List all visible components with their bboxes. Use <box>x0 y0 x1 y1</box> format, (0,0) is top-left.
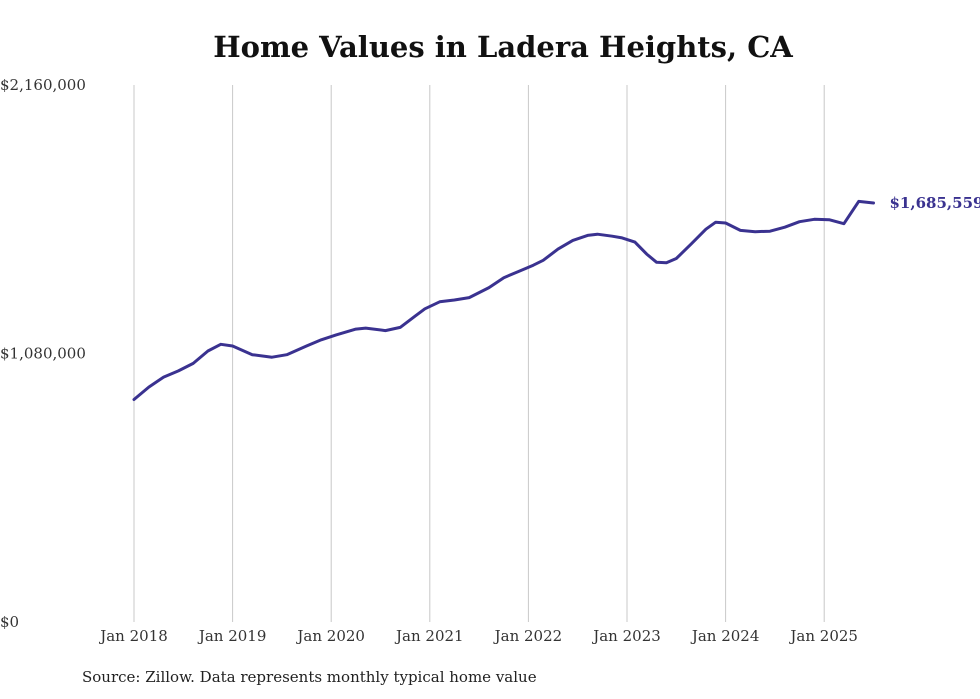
chart-title: Home Values in Ladera Heights, CA <box>213 30 793 64</box>
x-tick-label: Jan 2023 <box>591 627 661 645</box>
x-tick-label: Jan 2020 <box>295 627 365 645</box>
x-tick-label: Jan 2021 <box>394 627 464 645</box>
source-note: Source: Zillow. Data represents monthly … <box>82 668 537 686</box>
series-layer: $1,685,559 <box>132 194 980 401</box>
y-tick-label: $1,080,000 <box>0 345 86 363</box>
x-tick-label: Jan 2018 <box>98 627 168 645</box>
x-tick-label: Jan 2019 <box>197 627 267 645</box>
y-tick-label: $2,160,000 <box>0 76 86 94</box>
x-tick-label: Jan 2022 <box>493 627 563 645</box>
x-tick-label: Jan 2025 <box>788 627 858 645</box>
end-value-label: $1,685,559 <box>890 194 980 212</box>
axis-labels: Jan 2018 Jan 2019 Jan 2020 Jan 2021 Jan 2022… <box>0 76 858 645</box>
grid-lines <box>133 85 825 622</box>
y-tick-label: $0 <box>0 613 19 631</box>
x-tick-label: Jan 2024 <box>690 627 760 645</box>
series-line <box>132 199 875 401</box>
